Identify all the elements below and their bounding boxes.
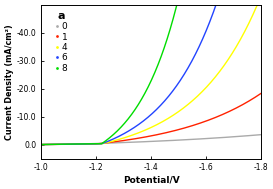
Line: 8: 8	[41, 0, 261, 145]
6	[167, 95, 170, 97]
Y-axis label: Current Density (mA/cm²): Current Density (mA/cm²)	[5, 24, 14, 139]
6	[206, 26, 209, 28]
6	[173, 88, 176, 90]
0	[229, 136, 232, 138]
0	[40, 143, 43, 146]
4	[206, 84, 209, 87]
1	[206, 119, 209, 122]
0	[179, 139, 183, 141]
4	[40, 143, 43, 146]
8	[53, 143, 56, 146]
1	[53, 143, 56, 146]
1	[40, 143, 43, 146]
1	[167, 131, 170, 133]
8	[167, 33, 170, 35]
4	[53, 143, 56, 146]
4	[229, 55, 232, 57]
X-axis label: Potential/V: Potential/V	[123, 175, 179, 184]
4	[179, 109, 183, 111]
8	[40, 143, 43, 146]
0	[173, 139, 176, 141]
4	[167, 117, 170, 119]
Line: 4: 4	[41, 0, 261, 145]
8	[173, 12, 176, 15]
1	[259, 92, 262, 95]
Line: 0: 0	[41, 135, 261, 145]
6	[179, 78, 183, 80]
6	[53, 143, 56, 146]
0	[259, 134, 262, 136]
1	[173, 129, 176, 132]
Line: 1: 1	[41, 94, 261, 145]
6	[40, 143, 43, 146]
4	[173, 113, 176, 115]
1	[179, 128, 183, 130]
1	[229, 110, 232, 112]
0	[206, 137, 209, 140]
Line: 6: 6	[41, 0, 261, 145]
0	[53, 143, 56, 146]
0	[167, 139, 170, 142]
Legend: 0, 1, 4, 6, 8: 0, 1, 4, 6, 8	[51, 7, 71, 76]
